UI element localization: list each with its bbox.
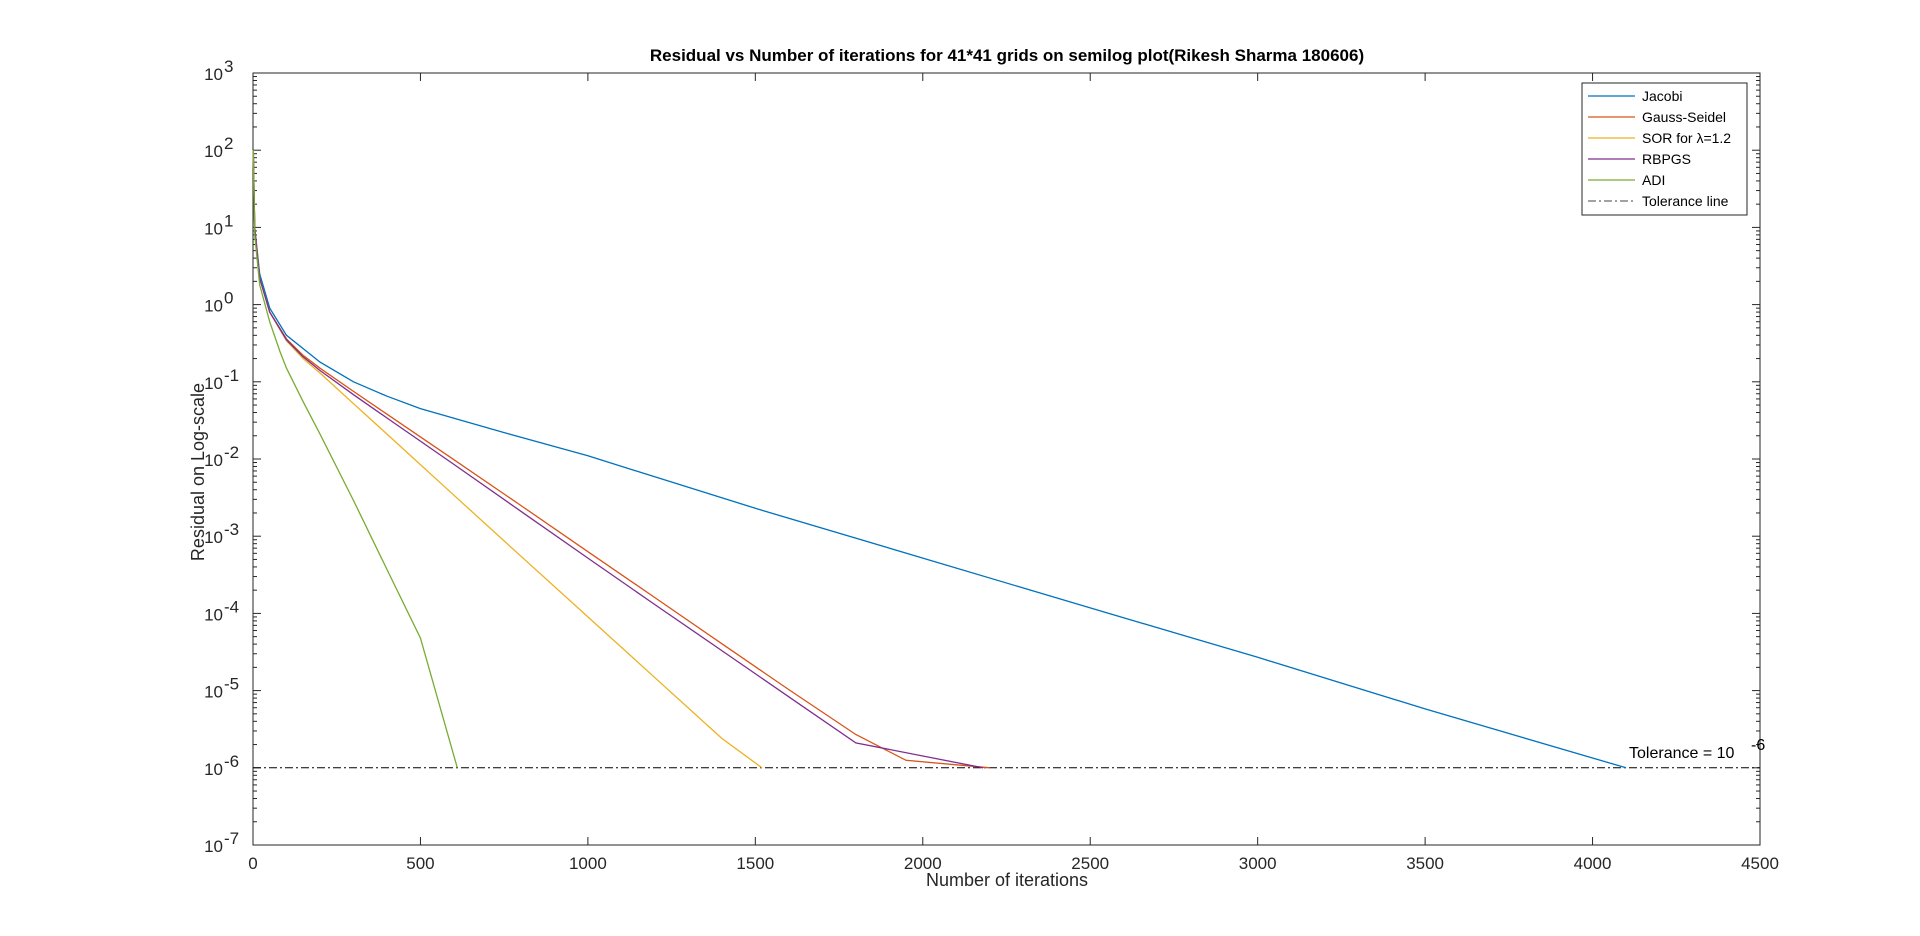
chart-title: Residual vs Number of iterations for 41*… — [650, 46, 1364, 65]
y-tick-label: 10 — [204, 65, 223, 84]
y-tick-exponent: -4 — [224, 597, 239, 616]
y-tick-exponent: -3 — [224, 520, 239, 539]
legend-box — [1581, 82, 1748, 216]
legend-label: Tolerance line — [1642, 193, 1729, 209]
y-tick-label: 10 — [204, 142, 223, 161]
x-tick-label: 2500 — [1071, 854, 1109, 873]
y-tick-exponent: 3 — [224, 57, 233, 76]
series-line-adi — [252, 150, 458, 768]
legend-label: SOR for λ=1.2 — [1642, 130, 1731, 146]
tolerance-annotation: Tolerance = 10 — [1629, 745, 1735, 762]
x-tick-label: 3000 — [1239, 854, 1277, 873]
x-tick-label: 2000 — [904, 854, 942, 873]
y-tick-label: 10 — [204, 837, 223, 856]
y-tick-exponent: 2 — [224, 134, 233, 153]
axes-box — [252, 72, 1761, 846]
x-tick-label: 4000 — [1574, 854, 1612, 873]
tolerance-annotation-exponent: -6 — [1751, 737, 1765, 754]
y-tick-exponent: -7 — [224, 829, 239, 848]
series-layer: Tolerance = 10 -6 — [252, 150, 1765, 769]
y-tick-exponent: 0 — [224, 289, 233, 308]
y-axis-label: Residual on Log-scale — [188, 383, 208, 561]
y-tick-label: 10 — [204, 683, 223, 702]
y-tick-label: 10 — [204, 760, 223, 779]
y-tick-exponent: -1 — [224, 366, 239, 385]
y-tick-label: 10 — [204, 219, 223, 238]
y-tick-label: 10 — [204, 605, 223, 624]
plot-area — [252, 72, 1761, 846]
legend-label: Jacobi — [1642, 88, 1682, 104]
series-line-jacobi — [252, 150, 1627, 769]
legend-label: RBPGS — [1642, 151, 1691, 167]
legend: Jacobi Gauss-Seidel SOR for λ=1.2 RBPGS ADI T… — [1581, 82, 1748, 216]
x-axis-label: Number of iterations — [926, 870, 1088, 890]
x-tick-label: 1000 — [569, 854, 607, 873]
series-line-rbpgs — [252, 150, 984, 769]
y-tick-label: 10 — [204, 528, 223, 547]
y-tick-label: 10 — [204, 451, 223, 470]
y-tick-exponent: 1 — [224, 211, 233, 230]
y-tick-exponent: -2 — [224, 443, 239, 462]
legend-label: ADI — [1642, 172, 1665, 188]
legend-label: Gauss-Seidel — [1642, 109, 1726, 125]
y-tick-exponent: -5 — [224, 675, 239, 694]
y-tick-exponent: -6 — [224, 752, 239, 771]
y-tick-label: 10 — [204, 297, 223, 316]
x-tick-label: 3500 — [1406, 854, 1444, 873]
y-tick-label: 10 — [204, 374, 223, 393]
x-tick-label: 1500 — [736, 854, 774, 873]
x-tick-label: 500 — [406, 854, 434, 873]
x-tick-label: 4500 — [1741, 854, 1779, 873]
x-tick-label: 0 — [248, 854, 257, 873]
